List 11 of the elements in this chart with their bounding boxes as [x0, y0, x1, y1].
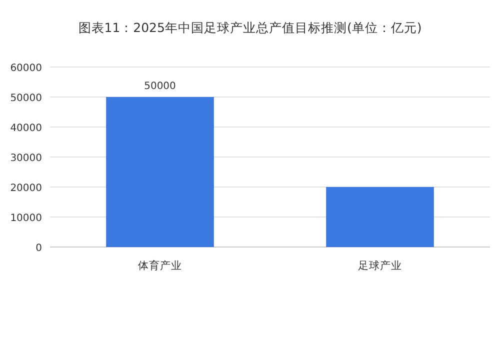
- y-tick-label: 20000: [10, 183, 42, 194]
- x-tick-label: 足球产业: [358, 259, 402, 272]
- y-tick-label: 10000: [10, 213, 42, 224]
- y-tick-label: 50000: [10, 93, 42, 104]
- data-label: 50000: [144, 81, 176, 92]
- y-tick-label: 0: [36, 243, 42, 254]
- y-tick-label: 30000: [10, 153, 42, 164]
- chart-title: 图表11：2025年中国足球产业总产值目标推测(单位：亿元): [78, 20, 422, 35]
- x-tick-label: 体育产业: [138, 259, 182, 272]
- y-tick-label: 40000: [10, 123, 42, 134]
- y-tick-label: 60000: [10, 63, 42, 74]
